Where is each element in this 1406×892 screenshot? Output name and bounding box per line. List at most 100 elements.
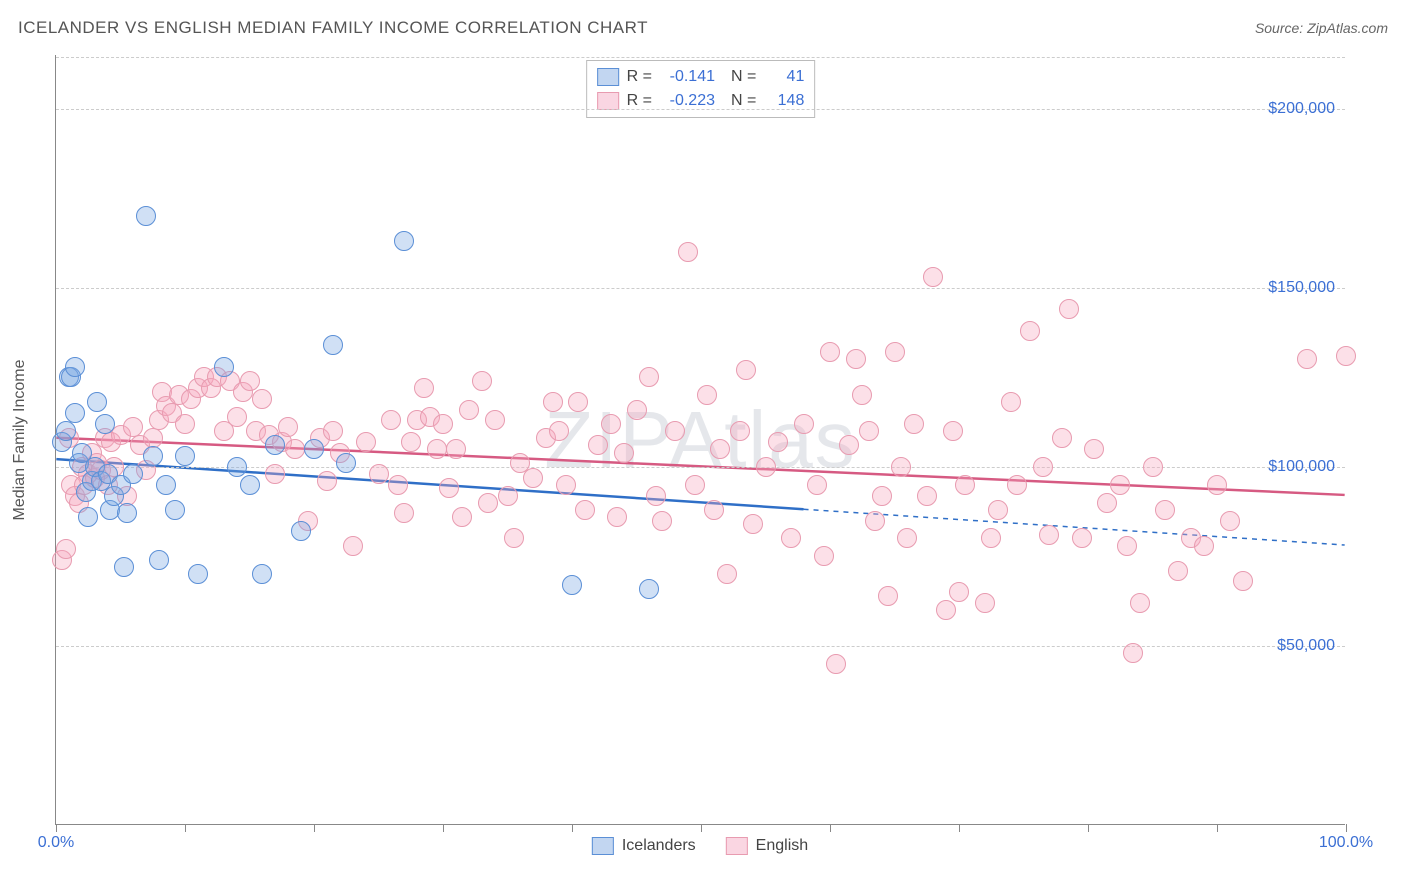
x-tick — [1346, 824, 1347, 832]
stat-r-label: R = — [627, 65, 652, 89]
y-tick-label: $200,000 — [1268, 100, 1335, 118]
scatter-point — [1130, 593, 1150, 613]
legend-label: English — [756, 837, 808, 855]
scatter-point — [165, 500, 185, 520]
scatter-point — [614, 443, 634, 463]
legend-swatch — [592, 837, 614, 855]
scatter-point — [304, 439, 324, 459]
x-tick — [701, 824, 702, 832]
scatter-point — [1110, 475, 1130, 495]
scatter-point — [639, 367, 659, 387]
scatter-point — [414, 378, 434, 398]
scatter-point — [904, 414, 924, 434]
scatter-point — [955, 475, 975, 495]
stat-n-value: 41 — [764, 65, 804, 89]
scatter-point — [575, 500, 595, 520]
x-tick — [314, 824, 315, 832]
scatter-point — [136, 206, 156, 226]
scatter-point — [1220, 511, 1240, 531]
legend-item: English — [726, 837, 808, 855]
scatter-point — [394, 503, 414, 523]
scatter-point — [317, 471, 337, 491]
gridline-h — [56, 646, 1345, 647]
scatter-point — [710, 439, 730, 459]
scatter-point — [252, 564, 272, 584]
scatter-point — [807, 475, 827, 495]
scatter-point — [872, 486, 892, 506]
stat-r-value: -0.141 — [660, 65, 715, 89]
scatter-point — [717, 564, 737, 584]
scatter-point — [781, 528, 801, 548]
y-axis-title: Median Family Income — [11, 360, 29, 521]
scatter-point — [369, 464, 389, 484]
x-tick — [959, 824, 960, 832]
scatter-point — [401, 432, 421, 452]
scatter-point — [452, 507, 472, 527]
chart-source: Source: ZipAtlas.com — [1255, 20, 1388, 36]
scatter-point — [439, 478, 459, 498]
y-tick-label: $150,000 — [1268, 279, 1335, 297]
scatter-point — [743, 514, 763, 534]
scatter-point — [227, 407, 247, 427]
scatter-point — [846, 349, 866, 369]
scatter-point — [427, 439, 447, 459]
scatter-point — [336, 453, 356, 473]
scatter-point — [704, 500, 724, 520]
scatter-point — [95, 414, 115, 434]
scatter-point — [826, 654, 846, 674]
scatter-point — [627, 400, 647, 420]
scatter-point — [278, 417, 298, 437]
scatter-point — [1336, 346, 1356, 366]
scatter-point — [685, 475, 705, 495]
scatter-point — [485, 410, 505, 430]
scatter-point — [949, 582, 969, 602]
x-tick — [443, 824, 444, 832]
scatter-point — [852, 385, 872, 405]
chart-title: ICELANDER VS ENGLISH MEDIAN FAMILY INCOM… — [18, 18, 648, 38]
scatter-point — [356, 432, 376, 452]
scatter-point — [756, 457, 776, 477]
scatter-point — [820, 342, 840, 362]
scatter-point — [227, 457, 247, 477]
scatter-point — [768, 432, 788, 452]
stats-row: R = -0.141 N = 41 — [597, 65, 805, 89]
scatter-point — [1233, 571, 1253, 591]
x-tick — [1217, 824, 1218, 832]
scatter-point — [839, 435, 859, 455]
chart-container: ZIPAtlas R =-0.141N =41R =-0.223N =148 $… — [55, 55, 1345, 825]
scatter-point — [1033, 457, 1053, 477]
scatter-point — [478, 493, 498, 513]
x-tick — [56, 824, 57, 832]
scatter-point — [1072, 528, 1092, 548]
plot-area: ZIPAtlas R =-0.141N =41R =-0.223N =148 $… — [55, 55, 1345, 825]
scatter-point — [381, 410, 401, 430]
scatter-point — [175, 414, 195, 434]
legend-item: Icelanders — [592, 837, 696, 855]
scatter-point — [988, 500, 1008, 520]
gridline-h — [56, 109, 1345, 110]
scatter-point — [943, 421, 963, 441]
scatter-point — [498, 486, 518, 506]
scatter-point — [897, 528, 917, 548]
scatter-point — [188, 564, 208, 584]
scatter-point — [975, 593, 995, 613]
scatter-point — [117, 503, 137, 523]
scatter-point — [736, 360, 756, 380]
x-tick-label: 100.0% — [1319, 834, 1373, 852]
stat-n-label: N = — [731, 65, 756, 89]
scatter-point — [1194, 536, 1214, 556]
scatter-point — [65, 357, 85, 377]
scatter-point — [1097, 493, 1117, 513]
scatter-point — [891, 457, 911, 477]
scatter-point — [794, 414, 814, 434]
scatter-point — [143, 446, 163, 466]
scatter-point — [652, 511, 672, 531]
scatter-point — [543, 392, 563, 412]
scatter-point — [1117, 536, 1137, 556]
scatter-point — [568, 392, 588, 412]
scatter-point — [523, 468, 543, 488]
x-tick — [1088, 824, 1089, 832]
scatter-point — [885, 342, 905, 362]
scatter-point — [472, 371, 492, 391]
scatter-point — [1007, 475, 1027, 495]
